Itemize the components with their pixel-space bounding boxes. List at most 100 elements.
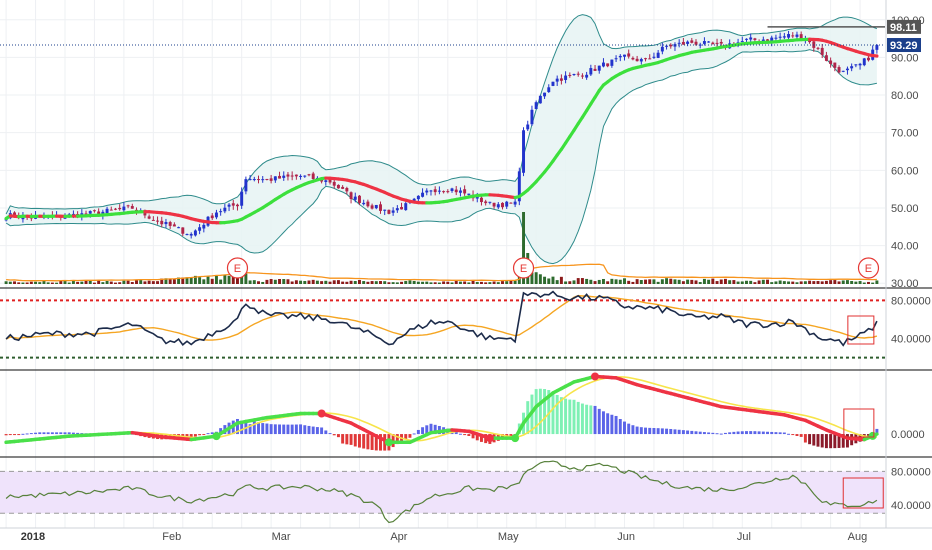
candle <box>652 52 656 59</box>
candle-body <box>501 202 504 208</box>
candle-body <box>568 74 572 76</box>
volume-bar <box>151 281 155 284</box>
rsi-line <box>5 290 878 347</box>
candle <box>425 188 429 196</box>
volume-bar <box>707 279 711 284</box>
oscillator-panel[interactable] <box>0 460 885 524</box>
histogram-bar <box>509 434 513 437</box>
volume-bar <box>648 279 652 284</box>
histogram-bar <box>610 414 614 435</box>
price-axis: 30.0040.0050.0060.0070.0080.0090.00100.0… <box>891 15 931 512</box>
candle-body <box>711 42 715 45</box>
histogram-bar <box>648 427 652 435</box>
volume-bar <box>446 281 450 284</box>
candle <box>614 55 618 63</box>
volume-bar <box>631 281 635 284</box>
histogram-bar <box>749 431 753 435</box>
histogram-bar <box>315 427 319 435</box>
histogram-bar <box>21 433 25 435</box>
volume-bar <box>530 272 534 284</box>
candle-body <box>97 211 101 215</box>
volume-bar <box>349 280 353 284</box>
candle-body <box>126 205 130 207</box>
candle <box>488 201 492 205</box>
bollinger-upper-line <box>5 14 878 215</box>
candle <box>244 176 248 195</box>
badge-bg <box>887 38 921 53</box>
candle <box>240 187 244 209</box>
candle-body <box>336 184 340 189</box>
candle-body <box>522 130 526 173</box>
candle <box>644 57 647 62</box>
histogram-bar <box>433 424 437 435</box>
volume-bar <box>290 281 294 284</box>
histogram-bar <box>429 423 433 435</box>
candle <box>606 63 610 68</box>
candle <box>854 64 858 68</box>
histogram-bar <box>711 432 715 435</box>
macd-panel[interactable] <box>4 372 879 451</box>
volume-bar <box>261 281 265 284</box>
histogram-bar <box>412 433 416 435</box>
rsi-panel[interactable] <box>0 290 885 359</box>
candle <box>837 65 841 74</box>
candle <box>269 174 273 184</box>
volume-bar <box>871 282 875 284</box>
earnings-marker[interactable]: E <box>512 257 535 279</box>
volume-bar <box>143 281 147 284</box>
moving-average-line <box>4 37 879 225</box>
volume-bar <box>17 282 21 284</box>
candle-body <box>114 208 117 210</box>
earnings-marker[interactable]: E <box>226 257 249 279</box>
candle <box>92 209 96 213</box>
candle <box>168 220 172 229</box>
candle <box>791 32 795 38</box>
candle-body <box>513 201 517 205</box>
candle-body <box>585 74 589 78</box>
earnings-label: E <box>865 263 872 275</box>
candle-body <box>833 62 837 68</box>
candle-body <box>635 58 639 62</box>
volume-bar <box>791 281 795 284</box>
candle-body <box>543 92 547 97</box>
volume-bar <box>282 279 286 284</box>
candle <box>526 120 530 132</box>
candle <box>273 176 277 183</box>
volume-bar <box>488 282 492 284</box>
candle-body <box>719 41 723 44</box>
volume-bar <box>665 278 669 284</box>
candle <box>585 71 589 80</box>
earnings-marker[interactable]: E <box>857 257 880 279</box>
price-tick-label: 80.00 <box>891 90 919 102</box>
histogram-bar <box>673 429 677 435</box>
volume-bar <box>29 281 33 284</box>
volume-bar <box>660 279 664 284</box>
volume-bar <box>627 280 631 284</box>
volume-bar <box>114 282 117 284</box>
candle <box>610 59 614 68</box>
candle <box>374 204 378 210</box>
candle-body <box>248 179 252 181</box>
histogram-bar <box>593 405 597 435</box>
candle-body <box>517 171 521 202</box>
candle-body <box>421 192 425 197</box>
candle-body <box>172 224 176 227</box>
candle-body <box>686 41 690 44</box>
volume-bar <box>227 275 231 284</box>
candle-body <box>345 188 349 192</box>
histogram-bar <box>690 430 694 435</box>
candle-body <box>551 81 555 86</box>
candle-body <box>236 204 239 207</box>
candle <box>711 41 715 45</box>
volume-bar <box>820 281 824 284</box>
histogram-bar <box>257 422 260 435</box>
volume-bar <box>509 280 513 284</box>
volume-bar <box>854 281 858 284</box>
volume-bar <box>644 279 647 284</box>
candle <box>261 176 265 183</box>
histogram-bar <box>837 434 841 448</box>
histogram-bar <box>76 432 80 435</box>
